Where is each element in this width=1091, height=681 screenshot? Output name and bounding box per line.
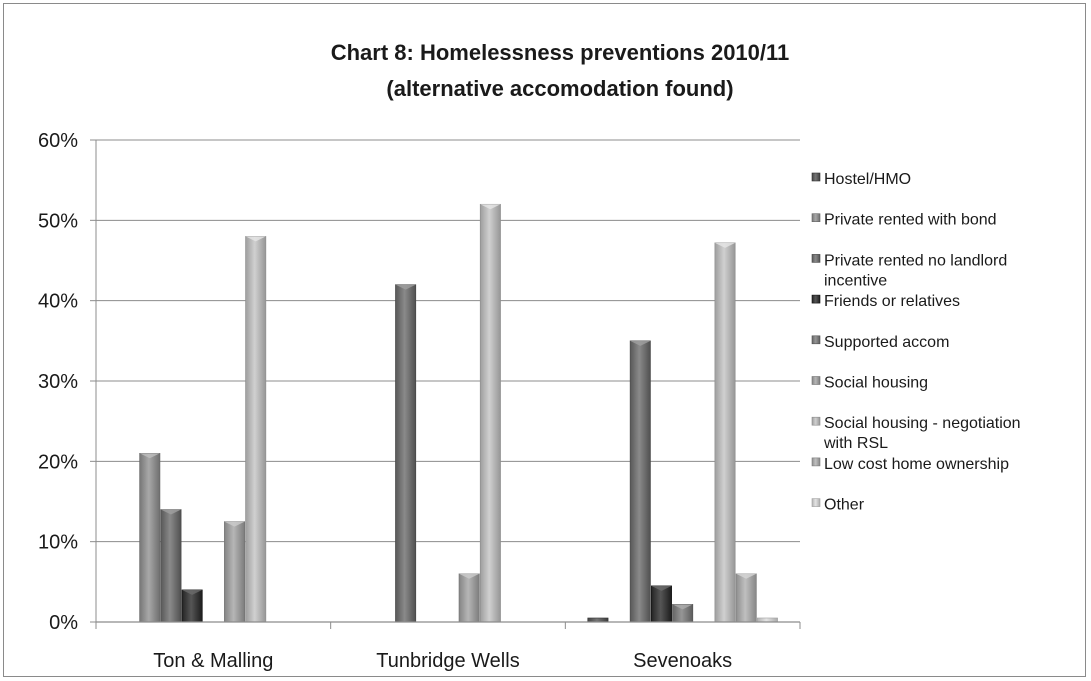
legend-label: Hostel/HMO [824,171,911,188]
legend-swatch [811,172,821,182]
bar [587,617,609,623]
legend-swatch [811,254,821,263]
bar-cap [459,573,480,579]
y-tick-label: 30% [38,371,78,393]
bar [651,585,672,623]
legend-label: Private rented no landlord [824,252,1007,269]
legend: Hostel/HMO Private rented with bond Privat… [811,171,1021,514]
y-tick-label: 0% [49,612,78,634]
y-tick-label: 50% [38,210,78,232]
legend-swatch [811,376,821,385]
bar [395,284,417,623]
gridlines [96,139,800,543]
chart-area [3,3,1086,677]
y-axis-ticks: 0% 10% 20% 30% 40% 50% 60% [38,130,96,634]
bar-cap [630,340,651,346]
x-category-label: Tunbridge Wells [376,650,519,672]
legend-swatch [811,213,821,222]
y-tick-label: 20% [38,451,78,473]
bar [714,242,736,623]
bar [735,573,757,623]
bar [458,573,480,623]
bars [139,203,778,623]
legend-label: Low cost home ownership [824,456,1009,473]
y-tick-label: 40% [38,291,78,313]
y-tick-label: 60% [38,130,78,152]
bar-cap [672,604,693,610]
legend-label: Private rented with bond [824,212,997,229]
bar-cap [736,573,757,579]
bar [245,236,267,623]
bar-cap [224,521,245,527]
y-tick-label: 10% [38,532,78,554]
bar-cap [395,284,416,290]
bar [479,203,501,623]
x-category-label: Sevenoaks [633,650,732,672]
x-axis-categories: Ton & Malling Tunbridge Wells Sevenoaks [95,622,801,672]
legend-label: with RSL [823,435,888,452]
bar [160,509,182,623]
legend-label: incentive [824,272,887,289]
legend-swatch [811,416,821,426]
legend-swatch [811,498,821,507]
bar [139,452,161,623]
bar-cap [139,453,160,459]
bar [629,340,651,623]
legend-label: Other [824,497,865,514]
bar-cap [160,509,182,515]
bar-cap [245,236,266,242]
bar-cap [714,242,736,248]
legend-label: Friends or relatives [824,293,960,310]
bar-cap [480,204,501,210]
legend-swatch [811,335,821,345]
legend-swatch [811,457,821,467]
legend-label: Social housing [824,375,928,392]
bar-cap [181,589,203,595]
chart-title: Chart 8: Homelessness preventions 2010/1… [331,40,790,65]
bar [224,521,245,623]
legend-swatch [811,294,821,304]
legend-label: Social housing - negotiation [824,415,1021,432]
legend-label: Supported accom [824,334,949,351]
bar-cap [651,585,672,591]
bar [756,617,778,623]
chart-subtitle: (alternative accomodation found) [386,76,733,101]
x-category-label: Ton & Malling [153,650,273,672]
